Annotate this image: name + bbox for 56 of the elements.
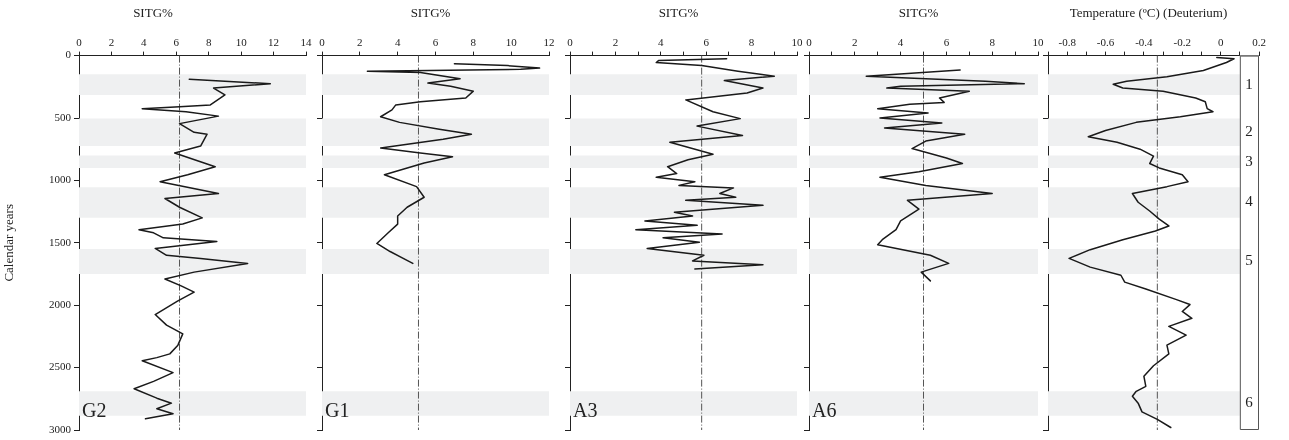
x-tick-label: 4 — [394, 35, 401, 48]
x-tick-label: 2 — [852, 35, 858, 48]
x-tick-label: 6 — [943, 35, 950, 48]
x-tick-label: -0.4 — [1135, 35, 1154, 48]
x-tick-label: 0 — [567, 35, 574, 48]
y-tick-label: 2000 — [49, 298, 72, 311]
y-axis-title: Calendar years — [1, 204, 17, 282]
x-tick-label: 4 — [897, 35, 904, 48]
x-tick-label: 10 — [1032, 35, 1044, 48]
x-tick-label: 4 — [141, 35, 148, 48]
x-tick-label: 0.2 — [1252, 35, 1266, 48]
x-tick-label: 8 — [989, 35, 996, 48]
x-tick-label: 14 — [300, 35, 312, 48]
x-tick-label: 0 — [806, 35, 813, 48]
band-label: 4 — [1245, 193, 1254, 210]
annotation: G2 — [82, 399, 107, 421]
y-tick-label: 0 — [65, 48, 72, 61]
band-label: 2 — [1245, 123, 1253, 140]
x-tick-label: 2 — [108, 35, 115, 48]
x-tick-label: 2 — [612, 35, 619, 48]
band-label: 6 — [1245, 394, 1254, 411]
x-tick-label: -0.8 — [1058, 35, 1077, 48]
x-tick-label: 0 — [76, 35, 83, 48]
x-tick-label: 10 — [235, 35, 248, 48]
x-tick-label: 2 — [357, 35, 363, 48]
x-tick-label: 10 — [791, 35, 803, 48]
band-label: 1 — [1245, 75, 1253, 92]
y-tick-label: 500 — [54, 110, 72, 123]
y-tick-label: 3000 — [49, 422, 72, 435]
x-tick-label: 6 — [173, 35, 180, 48]
annotation: A6 — [812, 399, 837, 421]
x-tick-label: -0.6 — [1096, 35, 1115, 48]
band-label: 5 — [1245, 252, 1253, 269]
band-label: 3 — [1245, 152, 1253, 169]
chart-title: Temperature (ºC) (Deuterium) — [1069, 5, 1228, 21]
x-tick-label: 8 — [205, 35, 212, 48]
chart-title: SITG% — [658, 5, 699, 21]
x-tick-label: 8 — [470, 35, 477, 48]
x-tick-label: 4 — [658, 35, 665, 48]
y-tick-label: 1500 — [49, 235, 72, 248]
x-tick-label: 0 — [1217, 35, 1224, 48]
chart-title: SITG% — [898, 5, 939, 21]
chart-title: SITG% — [410, 5, 451, 21]
x-tick-label: 6 — [432, 35, 439, 48]
chart-title: SITG% — [133, 5, 174, 21]
annotation: A3 — [573, 399, 598, 421]
x-tick-label: 12 — [543, 35, 555, 48]
x-tick-label: 0 — [319, 35, 326, 48]
x-tick-label: 6 — [703, 35, 710, 48]
x-tick-label: 8 — [748, 35, 755, 48]
annotation: G1 — [325, 399, 350, 421]
y-tick-label: 2500 — [49, 360, 72, 373]
x-tick-label: -0.2 — [1173, 35, 1191, 48]
y-tick-label: 1000 — [49, 173, 72, 186]
x-tick-label: 12 — [268, 35, 280, 48]
x-tick-label: 10 — [505, 35, 518, 48]
